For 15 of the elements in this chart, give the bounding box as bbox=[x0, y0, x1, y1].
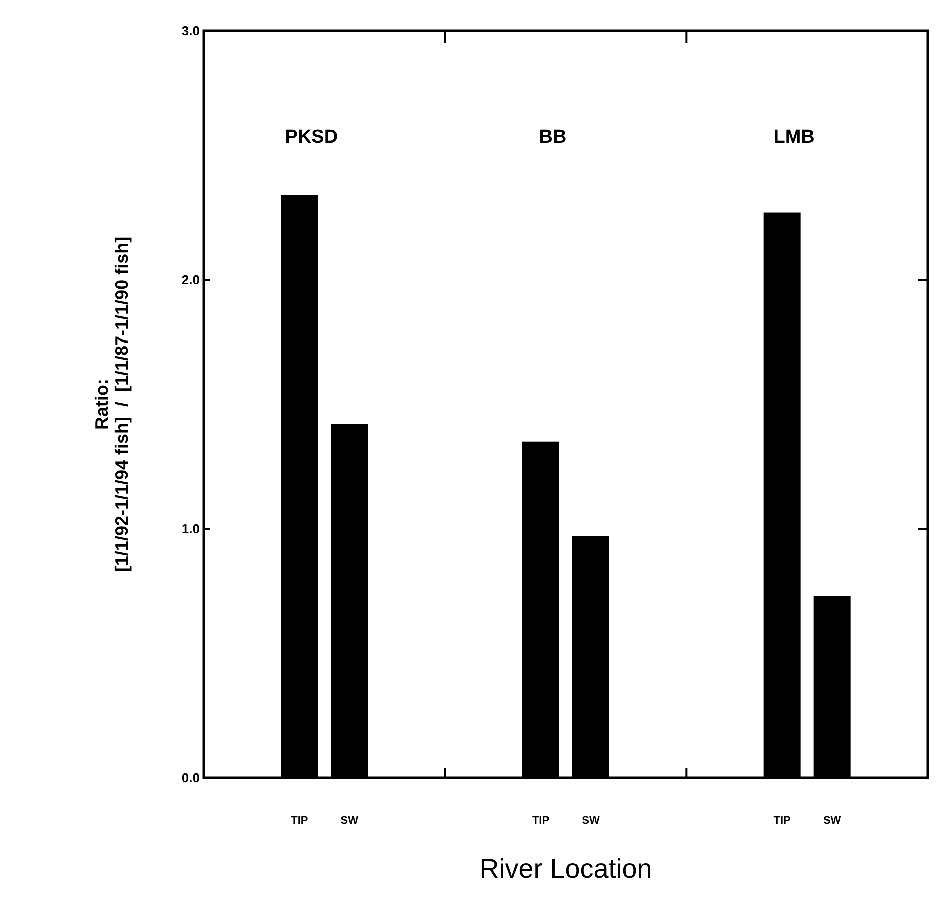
x-tick-label: PKSD bbox=[285, 127, 338, 148]
x-tick-label: LMB bbox=[774, 127, 815, 148]
text: TIP bbox=[291, 815, 308, 827]
text: SW bbox=[340, 815, 360, 827]
y-axis-title: Ratio: [1/1/92-1/1/94 fish] / [1/1/87-1/1/90 fish] bbox=[92, 236, 132, 572]
text: TIP bbox=[774, 815, 791, 827]
y-tick-label: 2.0 bbox=[182, 272, 200, 288]
y-tick-label: 0.0 bbox=[182, 770, 200, 786]
text: TIP bbox=[532, 815, 550, 827]
y-tick-label: 3.0 bbox=[182, 24, 200, 39]
text: SW bbox=[823, 815, 842, 827]
y-tick-label: 1.0 bbox=[182, 522, 200, 537]
text: SW bbox=[582, 815, 600, 827]
x-tick-label: BB bbox=[539, 127, 567, 148]
x-axis-title: River Location bbox=[480, 854, 652, 884]
